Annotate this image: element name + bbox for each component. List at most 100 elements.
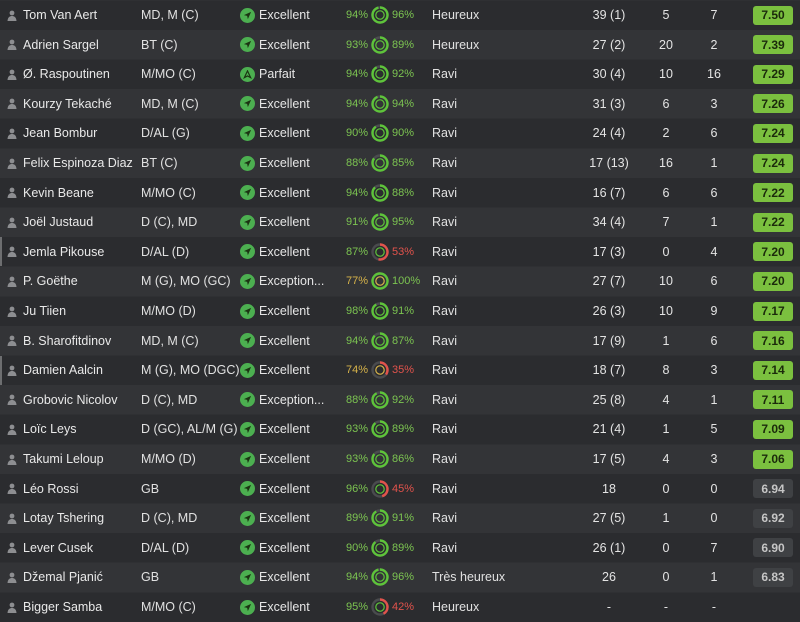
status-label: Excellent [259, 333, 310, 348]
status-label: Excellent [259, 363, 310, 378]
player-appearances: 27 (7) [592, 274, 626, 289]
table-row[interactable]: Grobovic Nicolov D (C), MD Exception... 88%… [0, 385, 800, 415]
condition-ring [369, 208, 391, 237]
player-name[interactable]: Grobovic Nicolov [23, 392, 118, 407]
player-name[interactable]: P. Goëthe [23, 274, 78, 289]
player-icon-cell [6, 297, 18, 326]
player-icon-cell [6, 237, 18, 266]
player-position: D (C), MD [141, 215, 198, 230]
condition-ring [369, 149, 391, 178]
table-row[interactable]: Kourzy Tekaché MD, M (C) Excellent 94% 94% Ra… [0, 89, 800, 119]
status-label: Excellent [259, 244, 310, 259]
table-row[interactable]: P. Goëthe M (G), MO (GC) Exception... 77% 10… [0, 266, 800, 296]
player-position: MD, M (C) [141, 96, 199, 111]
player-name[interactable]: Joël Justaud [23, 215, 94, 230]
player-name[interactable]: Kourzy Tekaché [23, 96, 112, 111]
condition-ring-icon [371, 450, 389, 468]
person-icon [7, 39, 17, 51]
fitness-percent: 93% [345, 453, 368, 465]
status-label: Excellent [259, 126, 310, 141]
player-status: Exception... [240, 385, 340, 414]
person-icon [7, 306, 17, 317]
player-appearances: 30 (4) [592, 67, 626, 82]
person-icon [7, 572, 17, 583]
player-assists: 6 [710, 185, 718, 200]
rating-badge: 7.20 [753, 271, 793, 291]
condition-ring [369, 60, 391, 89]
table-row[interactable]: Lotay Tshering D (C), MD Excellent 89% 91% Ra… [0, 503, 800, 533]
arrow-icon [240, 421, 255, 437]
player-morale: Ravi [432, 481, 458, 496]
player-name[interactable]: Ø. Raspoutinen [23, 67, 110, 82]
player-position: M/MO (D) [141, 304, 196, 318]
player-rating: 7.11 [753, 385, 793, 414]
rating-badge: 7.14 [753, 360, 793, 380]
player-name[interactable]: Ju Tiien [23, 304, 67, 318]
table-row[interactable]: Ø. Raspoutinen M/MO (C) Parfait 94% 92% Ravi 3… [0, 59, 800, 89]
table-row[interactable]: Kevin Beane M/MO (C) Excellent 94% 88% Ravi 16… [0, 178, 800, 208]
player-rating: 7.24 [753, 119, 793, 148]
condition-percent: 94% [392, 97, 415, 110]
player-name[interactable]: Jean Bombur [23, 126, 98, 141]
table-row[interactable]: Damien Aalcin M (G), MO (DGC) Excellent 74%… [0, 355, 800, 385]
person-icon [7, 542, 17, 554]
person-icon [7, 483, 17, 495]
condition-ring-icon [371, 302, 389, 320]
table-row[interactable]: Jemla Pikouse D/AL (D) Excellent 87% 53% Ravi… [0, 237, 800, 267]
player-name[interactable]: B. Sharofitdinov [23, 333, 112, 348]
player-name[interactable]: Lotay Tshering [23, 511, 105, 526]
player-appearances: 17 (9) [592, 333, 626, 348]
condition-percent: 87% [392, 334, 415, 347]
table-row[interactable]: Jean Bombur D/AL (G) Excellent 90% 90% Ravi 24… [0, 118, 800, 148]
person-icon [7, 365, 17, 376]
rating-badge: 7.06 [753, 449, 793, 469]
table-row[interactable]: Loïc Leys D (GC), AL/M (G) Excellent 93% 89%… [0, 414, 800, 444]
table-row[interactable]: Bigger Samba M/MO (C) Excellent 95% 42% Heure… [0, 592, 800, 622]
player-name[interactable]: Džemal Pjanić [23, 570, 103, 585]
player-name[interactable]: Lever Cusek [23, 540, 94, 555]
table-row[interactable]: B. Sharofitdinov MD, M (C) Excellent 94% 87%… [0, 326, 800, 356]
player-status: Excellent [240, 415, 340, 444]
player-position: D/AL (D) [141, 244, 190, 259]
player-morale: Ravi [432, 126, 458, 141]
condition-ring [369, 326, 391, 355]
condition-ring [369, 474, 391, 503]
condition-ring [369, 356, 391, 385]
player-name[interactable]: Tom Van Aert [23, 8, 98, 22]
arrow-icon [240, 599, 255, 615]
player-name[interactable]: Damien Aalcin [23, 363, 103, 378]
player-name[interactable]: Felix Espinoza Diaz [23, 156, 133, 170]
table-row[interactable]: Joël Justaud D (C), MD Excellent 91% 95% Ravi… [0, 207, 800, 237]
player-name[interactable]: Léo Rossi [23, 481, 79, 496]
status-label: Excellent [259, 570, 310, 585]
person-icon [7, 69, 17, 80]
player-name[interactable]: Adrien Sargel [23, 37, 99, 52]
condition-ring [369, 30, 391, 59]
status-label: Excellent [259, 304, 310, 318]
table-row[interactable]: Felix Espinoza Diaz BT (C) Excellent 88% 85%… [0, 148, 800, 178]
table-row[interactable]: Takumi Leloup M/MO (D) Excellent 93% 86% Ravi… [0, 444, 800, 474]
table-row[interactable]: Lever Cusek D/AL (D) Excellent 90% 89% Ravi 26… [0, 533, 800, 563]
person-icon [7, 98, 17, 110]
player-appearances: 24 (4) [592, 126, 626, 141]
player-assists: 1 [710, 215, 718, 230]
table-row[interactable]: Džemal Pjanić GB Excellent 94% 96% Très heure… [0, 562, 800, 592]
table-row[interactable]: Léo Rossi GB Excellent 96% 45% Ravi 18 0 0 6.94 [0, 474, 800, 504]
player-position: MD, M (C) [141, 8, 199, 22]
rating-badge: 7.16 [753, 331, 793, 351]
player-name[interactable]: Takumi Leloup [23, 452, 104, 466]
rating-badge: 6.94 [753, 479, 793, 499]
player-name[interactable]: Jemla Pikouse [23, 244, 105, 259]
condition-ring-icon [371, 95, 389, 113]
arrow-icon [240, 125, 255, 141]
table-row[interactable]: Adrien Sargel BT (C) Excellent 93% 89% Heureu… [0, 30, 800, 60]
condition-ring-icon [371, 568, 389, 587]
player-assists: 3 [710, 96, 718, 111]
player-name[interactable]: Bigger Samba [23, 600, 103, 614]
table-row[interactable]: Ju Tiien M/MO (D) Excellent 98% 91% Ravi 26 (3… [0, 296, 800, 326]
rating-badge: 7.50 [753, 5, 793, 25]
player-name[interactable]: Kevin Beane [23, 185, 94, 200]
player-assists: 16 [707, 67, 721, 82]
table-row[interactable]: Tom Van Aert MD, M (C) Excellent 94% 96% Heur… [0, 0, 800, 30]
player-name[interactable]: Loïc Leys [23, 422, 77, 437]
